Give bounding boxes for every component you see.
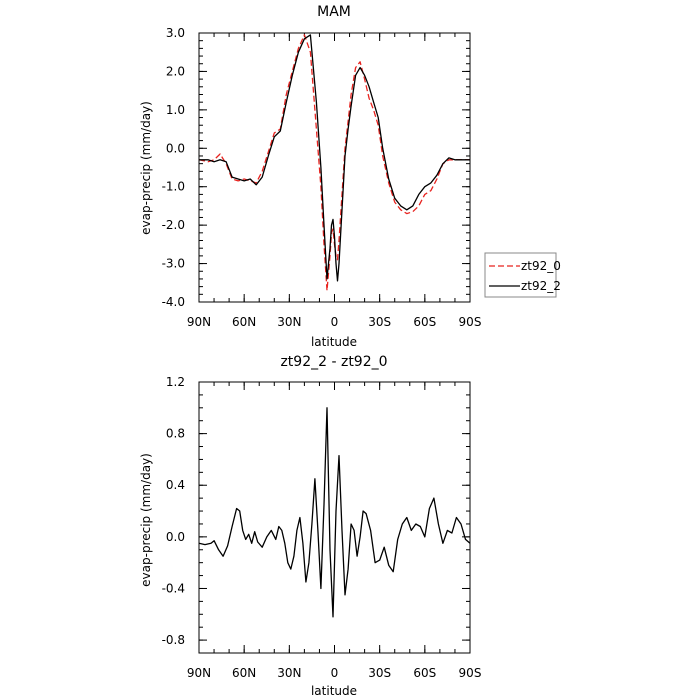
y-tick-label: 0.0 [166,530,185,544]
y-axis-ticks: 3.0 2.0 1.0 0.0 -1.0 -2.0 -3.0 -4.0 [162,26,470,309]
x-tick-label: 30S [368,666,391,680]
y-axis-label: evap-precip (mm/day) [139,101,153,235]
chart-title: zt92_2 - zt92_0 [280,354,387,370]
y-tick-label: 1.0 [166,103,185,117]
x-tick-label: 90S [459,666,482,680]
x-tick-label: 90S [459,315,482,329]
x-tick-label: 30N [277,315,301,329]
legend-box [484,252,557,298]
y-tick-label: -2.0 [162,218,185,232]
chart-bottom: zt92_2 - zt92_0 90N 60N 30N 0 30S 60S 90S 1.2 0… [139,354,481,698]
x-tick-label: 60S [413,666,436,680]
y-axis-label: evap-precip (mm/day) [139,453,153,587]
y-tick-label: 0.0 [166,141,185,155]
x-tick-label: 60S [413,315,436,329]
legend-label-zt92_0: zt92_0 [521,259,561,273]
series-line-zt92_0 [198,34,470,292]
x-axis-label: latitude [311,335,357,349]
plot-frame [198,381,471,654]
y-tick-label: 3.0 [166,26,185,40]
x-axis-label: latitude [311,684,357,698]
series-layer [198,34,470,292]
x-axis-ticks: 90N 60N 30N 0 30S 60S 90S [187,33,482,329]
y-tick-label: -3.0 [162,257,185,271]
legend-label-zt92_2: zt92_2 [521,279,561,293]
series-line-zt92_2 [199,34,470,282]
y-tick-label: -0.8 [162,633,185,647]
x-axis-ticks: 90N 60N 30N 0 30S 60S 90S [187,382,482,680]
y-tick-label: 1.2 [166,375,185,389]
y-tick-label: -1.0 [162,180,185,194]
x-tick-label: 30N [277,666,301,680]
y-tick-label: -0.4 [162,581,185,595]
x-tick-label: 60N [232,666,256,680]
y-tick-label: 0.8 [166,427,185,441]
x-tick-label: 0 [331,666,339,680]
legend: zt92_0 zt92_2 [484,252,561,298]
plot-frame [198,32,471,303]
y-tick-label: 0.4 [166,478,185,492]
series-line-series-0 [198,407,471,618]
y-axis-ticks: 1.2 0.8 0.4 0.0 -0.4 -0.8 [162,375,470,654]
y-tick-label: 2.0 [166,64,185,78]
x-tick-label: 0 [331,315,339,329]
y-tick-label: -4.0 [162,295,185,309]
series-layer [198,407,471,618]
chart-title: MAM [317,4,351,20]
x-tick-label: 60N [232,315,256,329]
x-tick-label: 90N [187,315,211,329]
chart-top: MAM 90N 60N 30N 0 30S 60S 90S 3.0 2.0 1.0 0.0 -1.0… [139,4,561,349]
x-tick-label: 30S [368,315,391,329]
x-tick-label: 90N [187,666,211,680]
